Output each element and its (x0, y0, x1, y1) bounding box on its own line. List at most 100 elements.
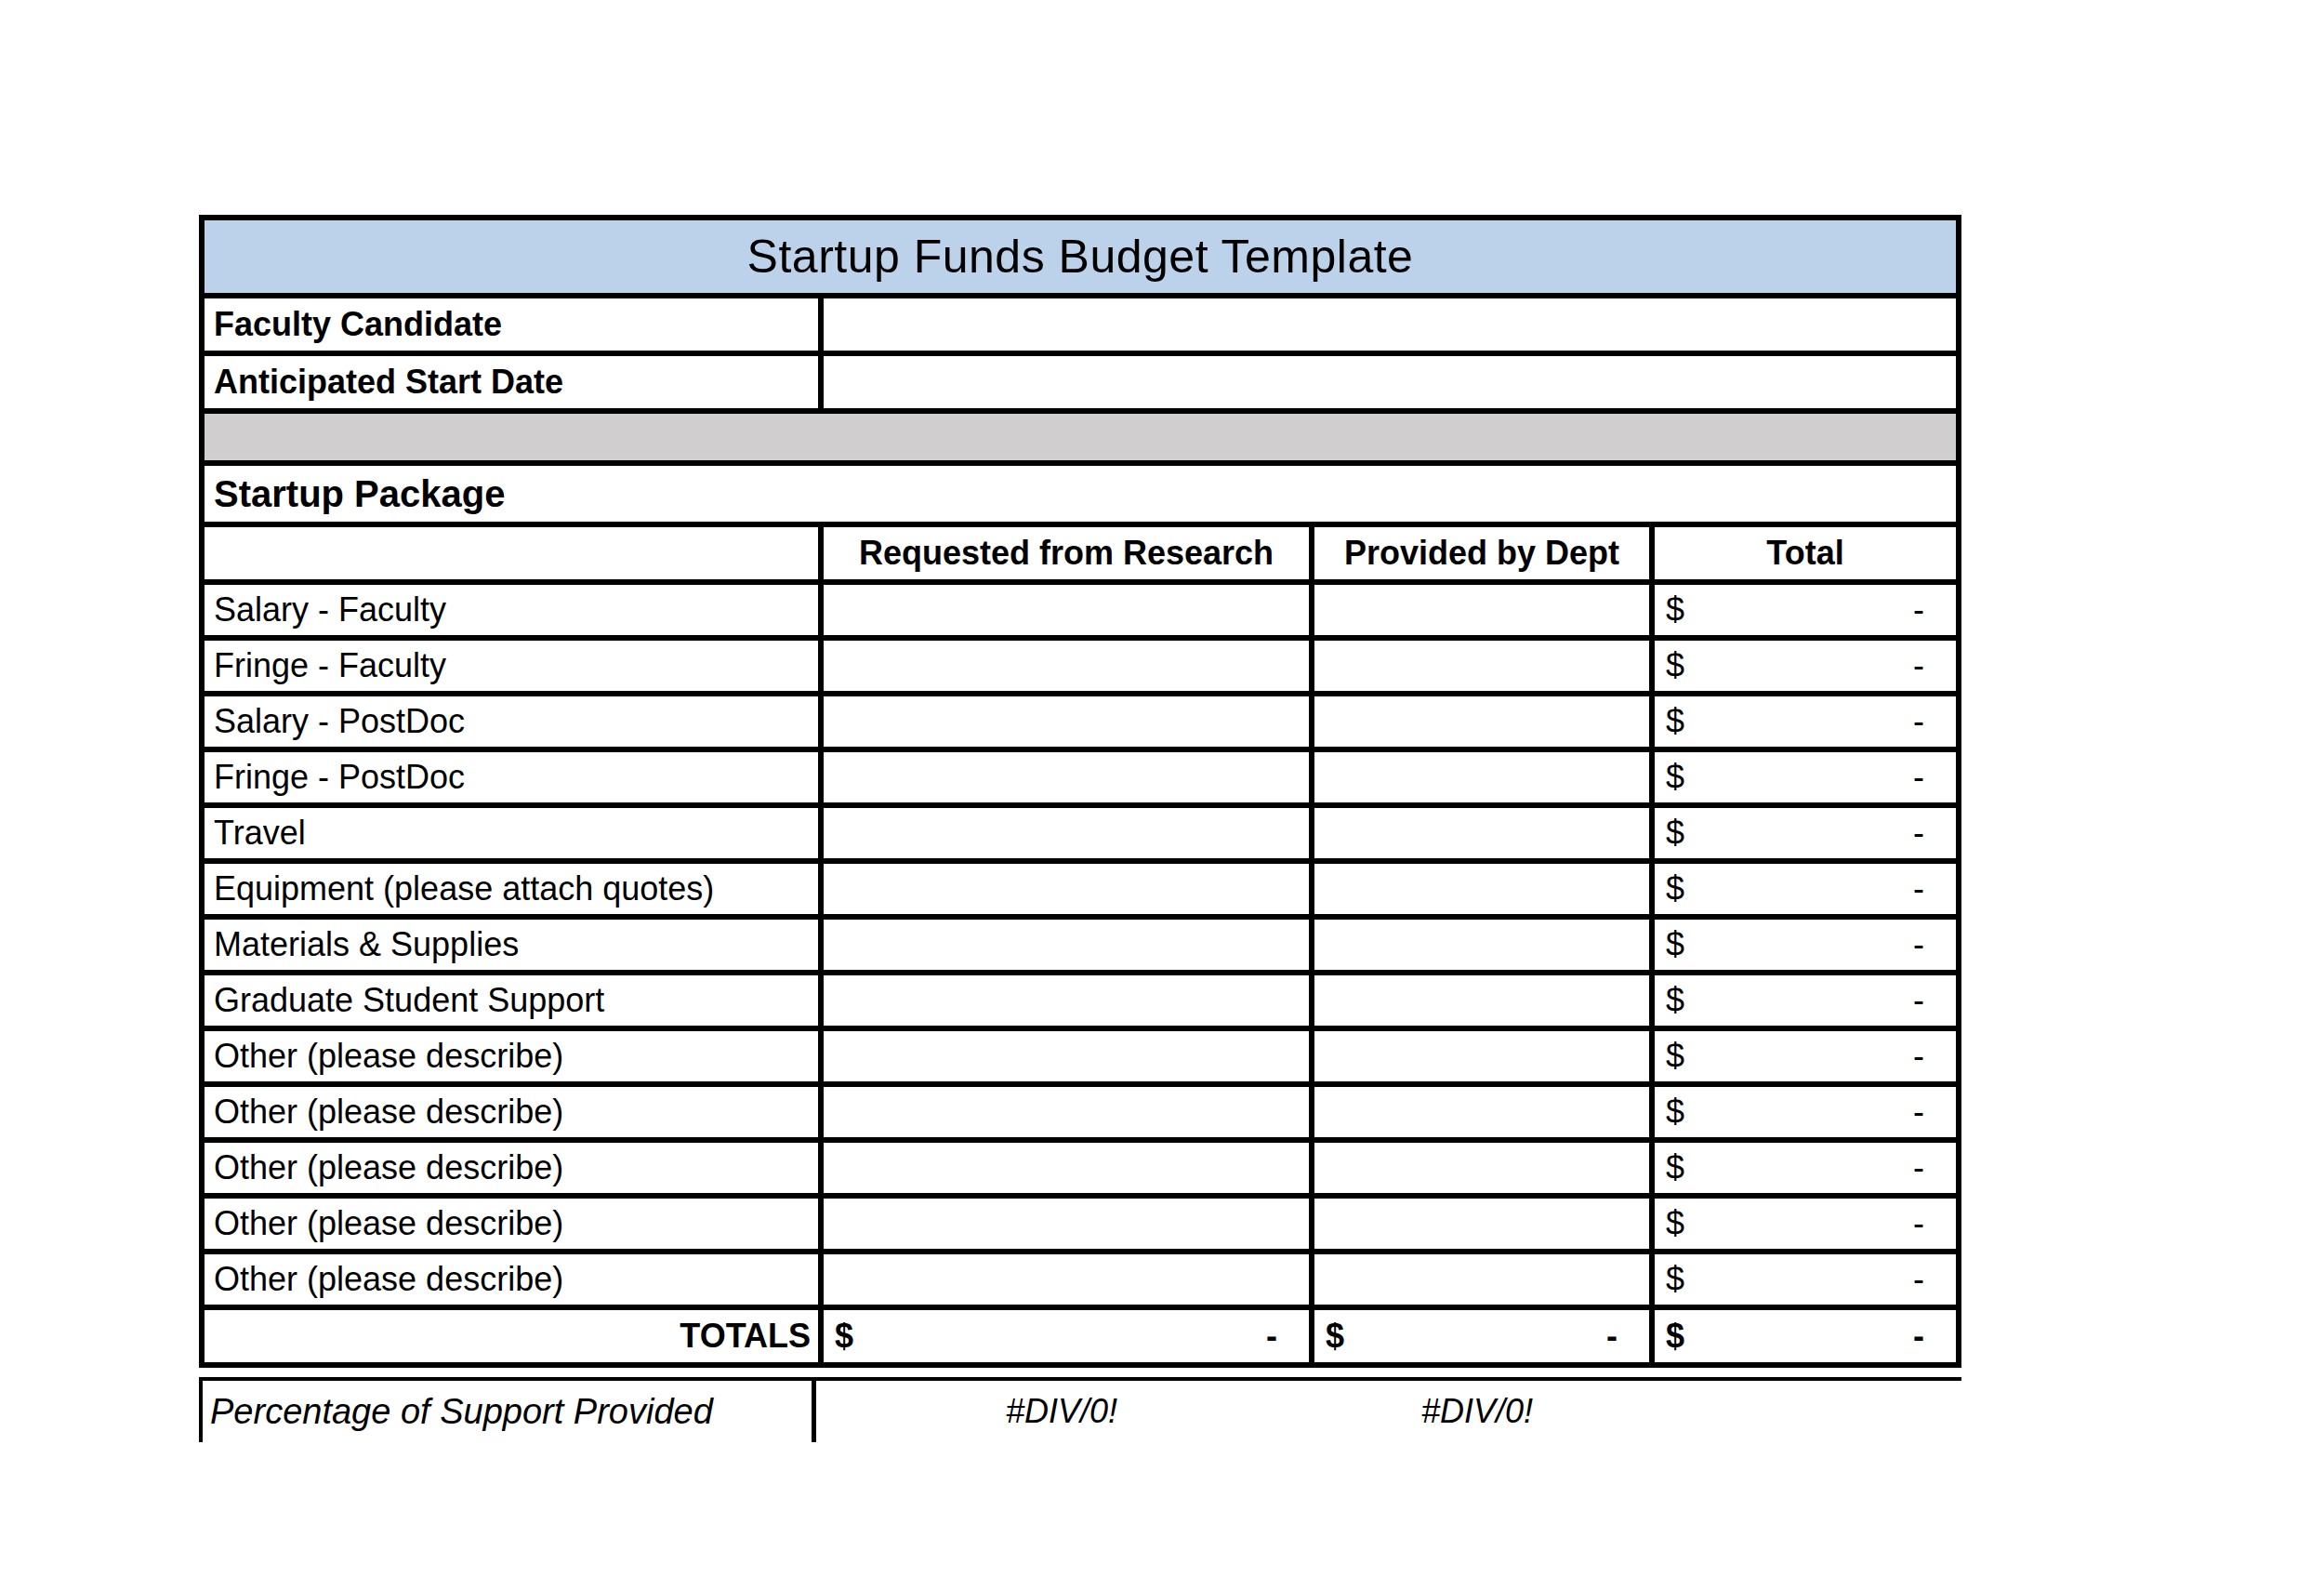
requested-cell[interactable] (818, 975, 1309, 1026)
total-cell: $- (1649, 1031, 1956, 1081)
blank-header-cell (205, 527, 818, 579)
section-row: Startup Package (205, 466, 1956, 527)
zero-amount: - (1913, 1093, 1924, 1132)
requested-cell[interactable] (818, 752, 1309, 802)
total-cell: $- (1649, 975, 1956, 1026)
table-row: Other (please describe) $- (205, 1143, 1956, 1199)
title-row: Startup Funds Budget Template (205, 220, 1956, 298)
col-header-provided: Provided by Dept (1309, 527, 1649, 579)
table-row: Graduate Student Support $- (205, 975, 1956, 1031)
column-header-row: Requested from Research Provided by Dept… (205, 527, 1956, 585)
provided-cell[interactable] (1309, 864, 1649, 914)
table-row: Salary - Faculty $- (205, 585, 1956, 641)
table-row: Other (please describe) $- (205, 1254, 1956, 1310)
zero-amount: - (1913, 1317, 1924, 1356)
table-row: Fringe - Faculty $- (205, 641, 1956, 696)
provided-cell[interactable] (1309, 1143, 1649, 1193)
requested-cell[interactable] (818, 1087, 1309, 1137)
requested-cell[interactable] (818, 1254, 1309, 1305)
provided-cell[interactable] (1309, 1087, 1649, 1137)
row-label: Fringe - Faculty (205, 641, 818, 691)
total-cell: $- (1649, 585, 1956, 635)
total-cell: $- (1649, 920, 1956, 970)
row-label: Salary - PostDoc (205, 696, 818, 747)
row-label: Other (please describe) (205, 1031, 818, 1081)
provided-cell[interactable] (1309, 808, 1649, 858)
faculty-candidate-row: Faculty Candidate (205, 298, 1956, 356)
col-header-total: Total (1649, 527, 1956, 579)
requested-cell[interactable] (818, 808, 1309, 858)
percentage-row: Percentage of Support Provided #DIV/0! #… (199, 1377, 1961, 1442)
row-label: Other (please describe) (205, 1199, 818, 1249)
currency-symbol: $ (1666, 590, 1684, 629)
zero-amount: - (1913, 925, 1924, 964)
total-cell: $- (1649, 641, 1956, 691)
total-cell: $- (1649, 808, 1956, 858)
requested-cell[interactable] (818, 641, 1309, 691)
currency-symbol: $ (1666, 1204, 1684, 1243)
table-row: Fringe - PostDoc $- (205, 752, 1956, 808)
requested-cell[interactable] (818, 1031, 1309, 1081)
provided-cell[interactable] (1309, 641, 1649, 691)
currency-symbol: $ (1326, 1317, 1344, 1356)
zero-amount: - (1913, 981, 1924, 1020)
zero-amount: - (1913, 1204, 1924, 1243)
separator-band (205, 414, 1956, 466)
row-label: Salary - Faculty (205, 585, 818, 635)
currency-symbol: $ (1666, 702, 1684, 741)
requested-cell[interactable] (818, 1143, 1309, 1193)
totals-requested-cell: $- (818, 1310, 1309, 1362)
currency-symbol: $ (1666, 981, 1684, 1020)
table-row: Other (please describe) $ - (205, 1199, 1956, 1254)
requested-cell[interactable] (818, 864, 1309, 914)
row-label: Other (please describe) (205, 1143, 818, 1193)
totals-label: TOTALS (205, 1310, 818, 1362)
currency-symbol: $ (1666, 814, 1684, 853)
total-cell: $- (1649, 1254, 1956, 1305)
zero-amount: - (1913, 646, 1924, 685)
start-date-field[interactable] (818, 356, 1956, 408)
currency-symbol: $ (1666, 869, 1684, 908)
zero-amount: - (1606, 1317, 1618, 1356)
total-cell: $- (1649, 752, 1956, 802)
row-label: Materials & Supplies (205, 920, 818, 970)
row-label: Travel (205, 808, 818, 858)
zero-amount: - (1913, 1037, 1924, 1076)
totals-provided-cell: $- (1309, 1310, 1649, 1362)
provided-cell[interactable] (1309, 1254, 1649, 1305)
faculty-candidate-field[interactable] (818, 298, 1956, 351)
zero-amount: - (1913, 869, 1924, 908)
table-row: Other (please describe) $- (205, 1087, 1956, 1143)
zero-amount: - (1913, 702, 1924, 741)
percentage-empty-cell (1647, 1381, 1961, 1442)
requested-cell[interactable] (818, 585, 1309, 635)
provided-cell[interactable] (1309, 1199, 1649, 1249)
currency-symbol: $ (835, 1317, 853, 1356)
provided-cell[interactable] (1309, 696, 1649, 747)
currency-symbol: $ (1666, 758, 1684, 797)
zero-amount: - (1913, 1148, 1924, 1187)
section-title: Startup Package (205, 466, 1956, 522)
row-label: Equipment (please attach quotes) (205, 864, 818, 914)
table-row: Materials & Supplies $- (205, 920, 1956, 975)
currency-symbol: $ (1666, 646, 1684, 685)
provided-cell[interactable] (1309, 752, 1649, 802)
table-row: Salary - PostDoc $- (205, 696, 1956, 752)
row-label: Fringe - PostDoc (205, 752, 818, 802)
provided-cell[interactable] (1309, 585, 1649, 635)
provided-cell[interactable] (1309, 1031, 1649, 1081)
zero-amount: - (1913, 590, 1924, 629)
table-row: Travel $- (205, 808, 1956, 864)
total-cell: $- (1649, 1087, 1956, 1137)
budget-template-sheet: Startup Funds Budget Template Faculty Ca… (199, 215, 1961, 1442)
percentage-provided-value: #DIV/0! (1307, 1381, 1647, 1442)
faculty-candidate-label: Faculty Candidate (205, 298, 818, 351)
provided-cell[interactable] (1309, 975, 1649, 1026)
requested-cell[interactable] (818, 920, 1309, 970)
requested-cell[interactable] (818, 696, 1309, 747)
requested-cell[interactable] (818, 1199, 1309, 1249)
total-cell: $- (1649, 1143, 1956, 1193)
provided-cell[interactable] (1309, 920, 1649, 970)
total-cell: $- (1649, 696, 1956, 747)
zero-amount: - (1913, 758, 1924, 797)
